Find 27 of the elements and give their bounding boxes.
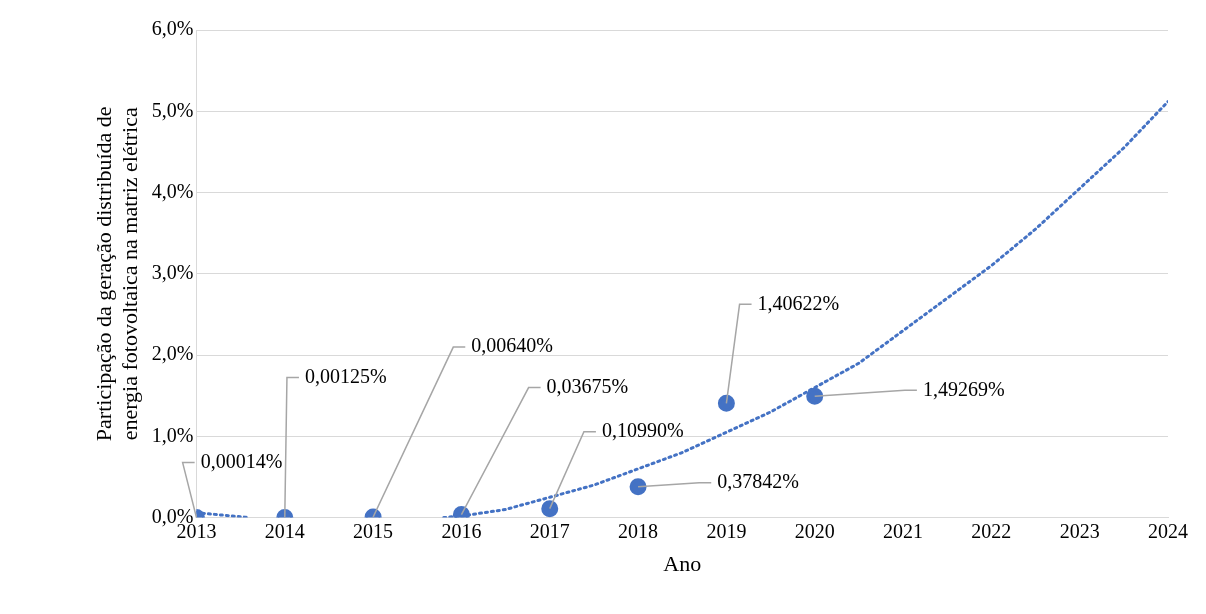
y-tick-label: 1,0% (151, 423, 194, 446)
x-tick-label: 2022 (971, 519, 1012, 542)
data-label: 1,49269% (922, 377, 1005, 400)
x-tick-label: 2018 (618, 519, 659, 542)
x-tick-label: 2015 (353, 519, 394, 542)
y-tick-label: 4,0% (151, 179, 194, 202)
data-label: 0,37842% (717, 470, 799, 493)
data-label: 1,40622% (757, 291, 840, 314)
data-label: 0,00640% (471, 334, 553, 357)
data-label: 0,03675% (546, 374, 629, 397)
y-tick-label: 2,0% (151, 342, 194, 365)
y-tick-label: 5,0% (151, 98, 194, 121)
x-tick-label: 2016 (441, 519, 482, 542)
data-label: 0,00014% (200, 449, 283, 472)
x-tick-label: 2023 (1059, 519, 1100, 542)
y-tick-label: 6,0% (151, 17, 194, 40)
y-tick-label: 3,0% (151, 261, 194, 284)
y-axis-title: Participação da geração distribuída de energia fotovoltaica na matriz elétrica (90, 106, 143, 442)
x-tick-label: 2024 (1148, 519, 1188, 542)
x-tick-label: 2017 (529, 519, 570, 542)
x-tick-label: 2019 (706, 519, 747, 542)
x-axis-title: Ano (663, 550, 702, 576)
x-tick-label: 2014 (264, 519, 305, 542)
data-label: 0,00125% (304, 364, 387, 387)
x-tick-label: 2021 (883, 519, 924, 542)
data-label: 0,10990% (601, 418, 684, 441)
x-tick-label: 2020 (794, 519, 835, 542)
